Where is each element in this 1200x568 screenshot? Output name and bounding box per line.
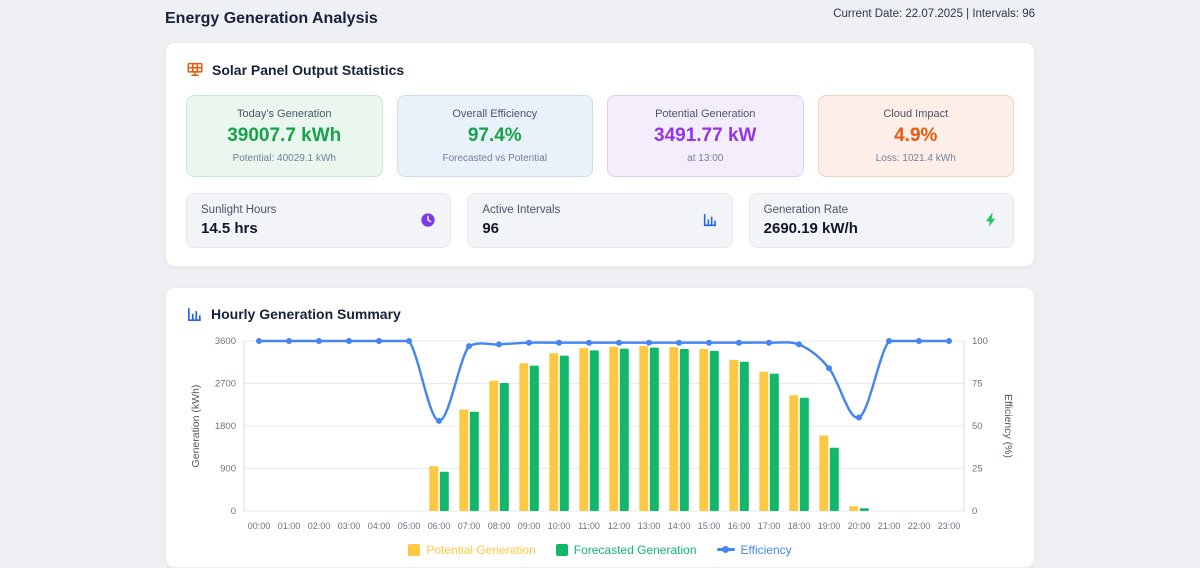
bar-chart-icon	[702, 212, 718, 228]
legend-label: Potential Generation	[426, 542, 536, 557]
stat-subtext: Loss: 1021.4 kWh	[875, 152, 956, 164]
svg-text:20:00: 20:00	[848, 521, 871, 531]
solar-panel-icon	[186, 61, 204, 79]
stat-value: 4.9%	[894, 125, 938, 146]
chart-section-title: Hourly Generation Summary	[211, 306, 401, 323]
info-value: 96	[482, 219, 500, 237]
page-title: Energy Generation Analysis	[165, 10, 378, 27]
stat-subtext: Potential: 40029.1 kWh	[232, 152, 336, 164]
header-meta: Current Date: 22.07.2025 | Intervals: 96	[833, 8, 1035, 20]
svg-text:08:00: 08:00	[488, 521, 511, 531]
svg-text:12:00: 12:00	[608, 521, 631, 531]
info-label: Sunlight Hours	[201, 203, 277, 216]
info-card-active-intervals: Active Intervals 96	[467, 192, 733, 248]
stats-section-title: Solar Panel Output Statistics	[212, 62, 405, 78]
stat-cards: Today's Generation 39007.7 kWh Potential…	[186, 95, 1014, 177]
svg-text:Generation (kWh): Generation (kWh)	[190, 384, 202, 467]
stats-card: Solar Panel Output Statistics Today's Ge…	[165, 42, 1035, 267]
stat-value: 39007.7 kWh	[227, 125, 342, 146]
page: Energy Generation Analysis Current Date:…	[165, 0, 1035, 568]
svg-text:21:00: 21:00	[878, 521, 901, 531]
svg-text:0: 0	[231, 506, 236, 517]
stat-label: Potential Generation	[655, 108, 756, 120]
svg-text:17:00: 17:00	[758, 521, 781, 531]
info-card-sunlight-hours: Sunlight Hours 14.5 hrs	[186, 192, 452, 248]
stat-value: 97.4%	[467, 125, 522, 146]
svg-text:09:00: 09:00	[518, 521, 541, 531]
svg-text:04:00: 04:00	[368, 521, 391, 531]
stat-subtext: Forecasted vs Potential	[442, 152, 548, 164]
stat-card-todays-generation: Today's Generation 39007.7 kWh Potential…	[186, 95, 383, 177]
svg-text:3600: 3600	[215, 336, 236, 347]
clock-icon	[420, 212, 436, 228]
svg-text:25: 25	[972, 463, 983, 474]
legend-swatch	[716, 546, 735, 554]
svg-text:1800: 1800	[215, 421, 236, 432]
stat-card-potential-generation: Potential Generation 3491.77 kW at 13:00	[607, 95, 804, 177]
svg-text:22:00: 22:00	[908, 521, 931, 531]
svg-text:900: 900	[220, 463, 236, 474]
svg-text:50: 50	[972, 421, 983, 432]
svg-text:01:00: 01:00	[278, 521, 301, 531]
stat-label: Today's Generation	[237, 108, 332, 120]
svg-text:13:00: 13:00	[638, 521, 661, 531]
chart-legend: Potential Generation Forecasted Generatio…	[186, 543, 1014, 557]
svg-text:0: 0	[972, 506, 977, 517]
svg-text:Efficiency (%): Efficiency (%)	[1002, 394, 1014, 458]
stats-section-header: Solar Panel Output Statistics	[186, 61, 1014, 79]
bar-chart-icon	[186, 306, 203, 323]
header: Energy Generation Analysis Current Date:…	[165, 6, 1035, 28]
svg-text:14:00: 14:00	[668, 521, 691, 531]
legend-label: Forecasted Generation	[573, 542, 697, 557]
svg-text:15:00: 15:00	[698, 521, 721, 531]
info-card-generation-rate: Generation Rate 2690.19 kW/h	[748, 192, 1014, 248]
svg-text:18:00: 18:00	[788, 521, 811, 531]
svg-text:19:00: 19:00	[818, 521, 841, 531]
lightning-icon	[983, 212, 999, 228]
svg-text:75: 75	[972, 378, 983, 389]
info-value: 14.5 hrs	[201, 219, 258, 237]
svg-text:100: 100	[972, 336, 988, 347]
legend-item-efficiency[interactable]: Efficiency	[716, 542, 792, 557]
info-label: Active Intervals	[482, 203, 561, 216]
stat-label: Cloud Impact	[883, 108, 949, 120]
chart-section-header: Hourly Generation Summary	[186, 306, 1014, 323]
svg-text:06:00: 06:00	[428, 521, 451, 531]
svg-text:23:00: 23:00	[938, 521, 961, 531]
svg-text:2700: 2700	[215, 378, 236, 389]
stat-subtext: at 13:00	[687, 152, 724, 164]
legend-swatch	[408, 543, 421, 556]
legend-swatch	[555, 543, 568, 556]
stat-label: Overall Efficiency	[452, 108, 538, 120]
legend-label: Efficiency	[740, 542, 792, 557]
chart-card: Hourly Generation Summary 0 900 1800 2700 36…	[165, 286, 1035, 568]
svg-text:07:00: 07:00	[458, 521, 481, 531]
info-value: 2690.19 kW/h	[763, 219, 858, 237]
svg-text:05:00: 05:00	[398, 521, 421, 531]
info-label: Generation Rate	[763, 203, 849, 216]
svg-text:16:00: 16:00	[728, 521, 751, 531]
stat-card-cloud-impact: Cloud Impact 4.9% Loss: 1021.4 kWh	[817, 95, 1014, 177]
info-cards: Sunlight Hours 14.5 hrs Active Intervals…	[186, 192, 1014, 248]
svg-text:11:00: 11:00	[578, 521, 600, 531]
svg-text:10:00: 10:00	[548, 521, 571, 531]
svg-text:03:00: 03:00	[338, 521, 361, 531]
hourly-generation-chart: 0 900 1800 2700 3600 0 25 50 75 100 00:00 01:00 02:0…	[186, 331, 1016, 537]
legend-item-potential-generation[interactable]: Potential Generation	[408, 542, 536, 557]
stat-card-overall-efficiency: Overall Efficiency 97.4% Forecasted vs P…	[396, 95, 593, 177]
stat-value: 3491.77 kW	[654, 125, 757, 146]
svg-text:02:00: 02:00	[308, 521, 331, 531]
svg-text:00:00: 00:00	[248, 521, 271, 531]
legend-item-forecasted-generation[interactable]: Forecasted Generation	[555, 542, 697, 557]
